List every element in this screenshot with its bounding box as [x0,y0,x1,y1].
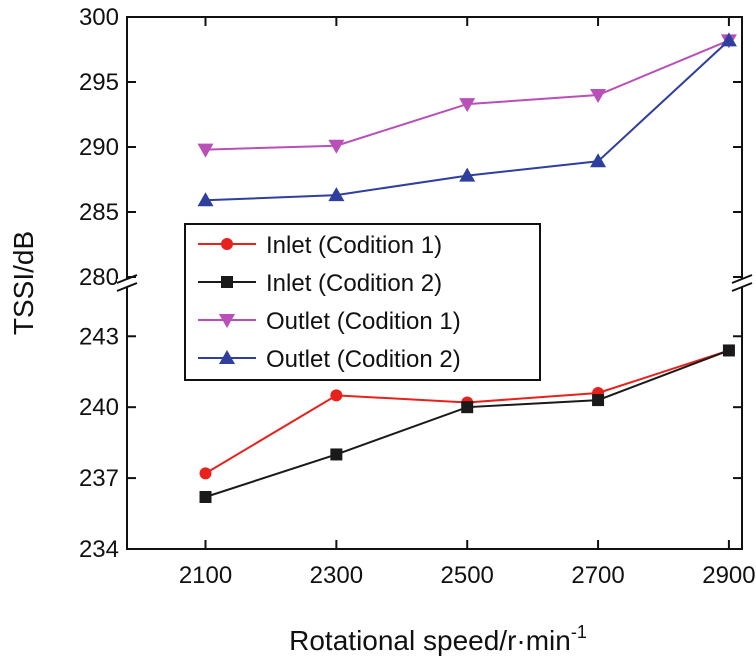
series-1-point-1 [330,448,343,461]
x-tick-label-3: 2700 [571,562,624,589]
series-2-point-1 [328,139,345,154]
x-tick-label-2: 2500 [441,562,494,589]
legend: Inlet (Codition 1) Inlet (Codition 2) Outl… [184,223,541,381]
series-3-point-4 [720,32,737,47]
legend-box [184,223,541,381]
series-1-point-2 [461,401,474,414]
legend-label-2: Outlet (Codition 1) [266,308,461,335]
break-mark-bottom-1 [731,282,753,292]
legend-label-1: Inlet (Codition 2) [266,270,442,297]
series-0-point-0 [199,467,212,480]
break-gap-0 [117,279,137,287]
x-tick-label-1: 2300 [310,562,363,589]
series-1-point-0 [199,491,212,503]
series-3-point-3 [590,153,607,168]
break-mark-bottom-0 [116,282,138,292]
y-tick-label-lower-2: 237 [79,465,119,492]
y-tick-label-upper-3: 285 [79,199,119,226]
legend-marker-0 [221,238,233,250]
series-2-point-3 [590,89,607,103]
series-3-point-2 [459,167,476,182]
y-tick-label-lower-1: 240 [79,394,119,421]
series-layer [197,32,737,503]
series-0-point-1 [330,389,343,402]
break-mark-top-1 [731,274,753,284]
series-3-point-1 [328,187,345,202]
series-line-2 [205,39,730,151]
x-axis-title-main: Rotational speed/r·min [289,625,571,656]
series-2-point-2 [459,98,476,113]
y-tick-label-upper-1: 295 [79,69,119,96]
y-axis-title: TSSI/dB [8,231,39,335]
legend-marker-2 [219,314,235,328]
break-gap-1 [732,279,752,287]
y-axis-ticks: 300 295 290 285 280 243 240 237 234 [79,4,742,563]
y-tick-label-upper-4: 280 [79,264,119,291]
series-3-point-0 [197,192,214,207]
x-tick-label-4: 2900 [702,562,755,589]
series-2-point-0 [197,143,214,158]
series-1-point-4 [722,344,735,357]
x-axis-title: Rotational speed/r·min-1 [289,622,587,656]
y-tick-label-upper-2: 290 [79,134,119,161]
legend-label-3: Outlet (Codition 2) [266,346,461,373]
legend-marker-1 [221,276,233,288]
legend-marker-3 [219,350,235,364]
x-tick-label-0: 2100 [179,562,232,589]
y-tick-label-lower-0: 243 [79,323,119,350]
y-tick-label-upper-0: 300 [79,4,119,31]
break-mark-top-0 [116,274,138,284]
x-axis-ticks: 2100 2300 2500 2700 2900 [179,17,756,589]
legend-label-0: Inlet (Codition 1) [266,232,442,259]
y-axis-break [116,274,753,292]
series-1-point-3 [592,394,605,407]
y-tick-label-lower-3: 234 [79,536,119,563]
x-axis-title-superscript: -1 [571,622,587,642]
